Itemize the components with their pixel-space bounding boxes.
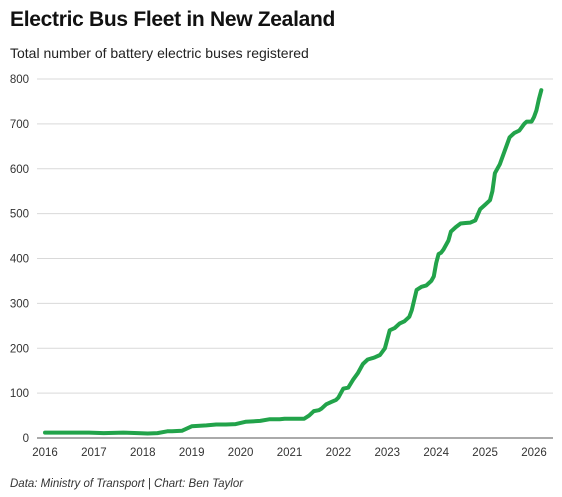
y-tick-label: 800: [10, 74, 29, 86]
y-axis-ticks: 0 100 200 300 400 500 600 700 800: [10, 74, 29, 445]
y-tick-label: 600: [10, 164, 29, 176]
x-tick-label: 2020: [228, 447, 254, 459]
series-group: [43, 88, 544, 436]
x-tick-label: 2017: [81, 447, 107, 459]
y-tick-label: 300: [10, 298, 29, 310]
y-tick-label: 700: [10, 119, 29, 131]
y-tick-label: 400: [10, 254, 29, 266]
chart-title: Electric Bus Fleet in New Zealand: [10, 8, 336, 31]
x-tick-label: 2024: [423, 447, 449, 459]
x-tick-label: 2018: [130, 447, 156, 459]
x-tick-label: 2022: [326, 447, 352, 459]
x-tick-label: 2026: [521, 447, 547, 459]
source-note: Data: Ministry of Transport | Chart: Ben…: [10, 478, 244, 490]
x-tick-label: 2023: [375, 447, 401, 459]
x-tick-label: 2021: [277, 447, 303, 459]
y-tick-label: 500: [10, 209, 29, 221]
x-tick-label: 2025: [472, 447, 498, 459]
chart-subtitle: Total number of battery electric buses r…: [10, 45, 309, 61]
x-tick-label: 2016: [32, 447, 58, 459]
y-tick-label: 0: [23, 433, 29, 445]
y-tick-label: 100: [10, 388, 29, 400]
x-axis-ticks: 2016 2017 2018 2019 2020 2021 2022 2023 2024 2025…: [32, 447, 547, 459]
x-tick-label: 2019: [179, 447, 205, 459]
y-tick-label: 200: [10, 343, 29, 355]
series-line: [43, 88, 544, 436]
gridlines: [37, 78, 553, 439]
